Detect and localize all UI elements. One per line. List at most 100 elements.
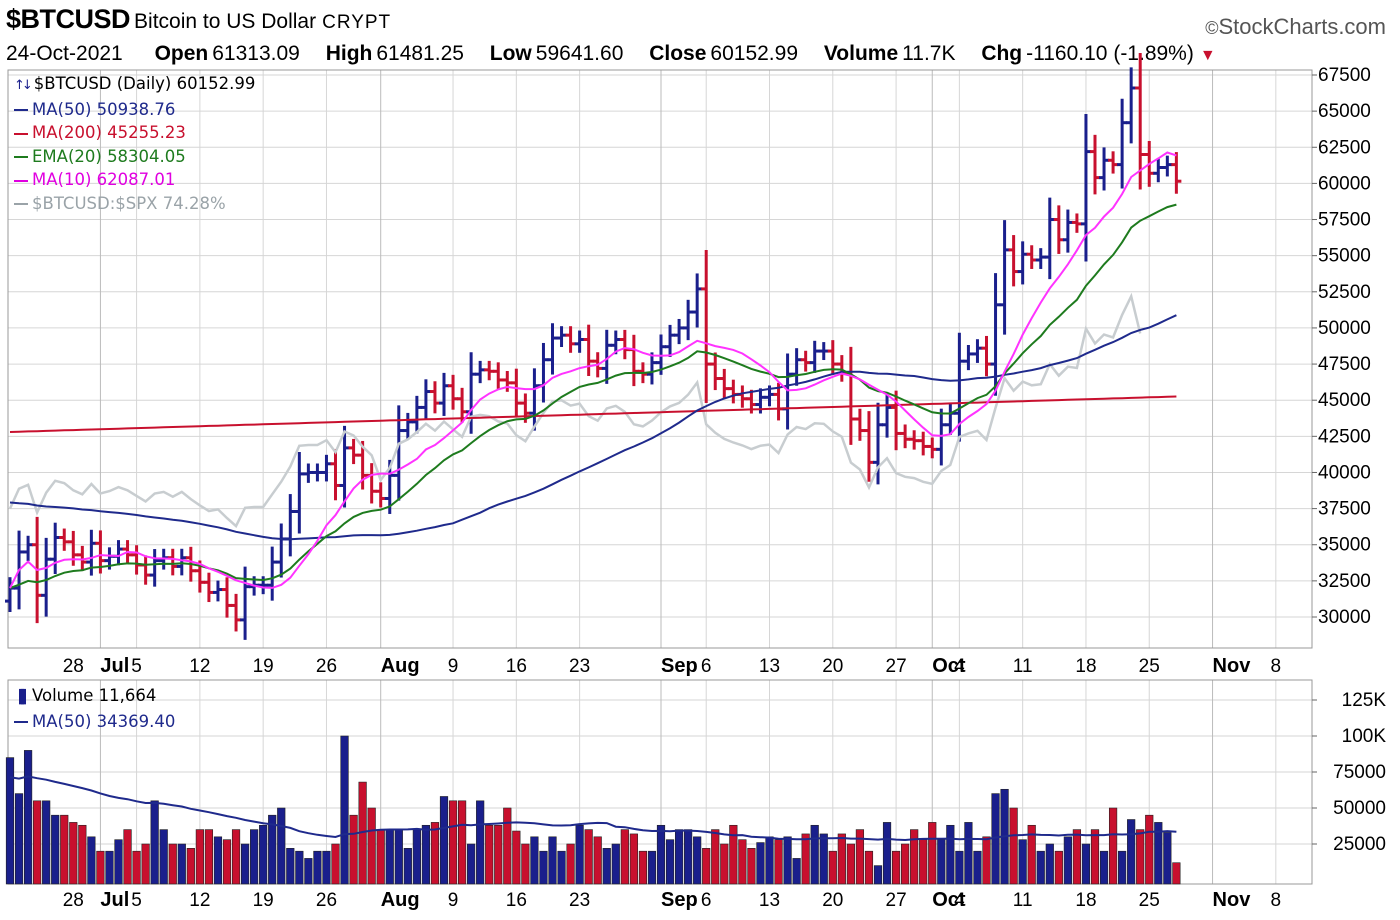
legend-swatch — [14, 109, 28, 112]
legend-label: $BTCUSD:$SPX 74.28% — [32, 193, 226, 213]
volume-bar — [575, 824, 584, 885]
volume-bar — [331, 843, 340, 885]
price-bar — [429, 381, 440, 414]
brand-name: StockCharts.com — [1218, 14, 1387, 39]
date-tick-label: Aug — [381, 889, 420, 911]
price-bar — [267, 546, 278, 601]
price-bar — [800, 350, 811, 372]
volume-bar — [78, 824, 87, 885]
volume-bar — [729, 824, 738, 885]
price-bar — [836, 355, 847, 382]
volume-bar — [430, 822, 440, 885]
volume-bar — [240, 843, 250, 885]
date-tick-label: 5 — [131, 656, 142, 677]
volume-value: 11.7K — [902, 42, 956, 65]
date-tick-label: 28 — [63, 656, 84, 677]
price-bar — [439, 372, 449, 416]
volume-bar — [638, 850, 648, 885]
volume-bar — [774, 839, 783, 885]
volume-bar — [485, 824, 494, 885]
volume-bar — [213, 836, 223, 885]
price-bar — [420, 379, 431, 420]
volume-bar — [259, 824, 268, 885]
price-bar — [321, 454, 332, 482]
date-tick-label: Jul — [100, 889, 129, 911]
price-legend: ↑↓ $BTCUSD (Daily) 60152.99 MA(50) 50938.7… — [14, 72, 255, 216]
price-bar — [646, 352, 657, 385]
date-tick-label: 11 — [1013, 656, 1033, 677]
price-bar — [674, 318, 685, 345]
volume-bar — [268, 814, 277, 885]
date-tick-label: Oct — [932, 655, 966, 677]
volume-bar — [684, 829, 693, 885]
price-bar — [565, 326, 576, 353]
price-bar — [1126, 67, 1137, 144]
price-bar — [782, 353, 793, 430]
date-tick-label: 8 — [1271, 656, 1282, 677]
volume-bar — [512, 830, 521, 885]
legend-item: ↑↓ $BTCUSD (Daily) 60152.99 — [14, 72, 255, 98]
volume-bar — [33, 800, 42, 885]
brand[interactable]: ©StockCharts.com — [1205, 14, 1386, 40]
volume-bar — [60, 814, 69, 885]
down-triangle-icon: ▼ — [1199, 47, 1216, 64]
price-bar — [845, 346, 856, 445]
price-tick-label: 42500 — [1318, 426, 1371, 447]
volume-bar — [177, 843, 186, 885]
price-bar — [448, 374, 459, 410]
volume-bar — [168, 843, 177, 885]
price-bar — [140, 555, 151, 585]
volume-bar — [439, 796, 449, 885]
legend-swatch — [14, 203, 28, 206]
volume-bar — [901, 843, 910, 885]
volume-bar — [349, 814, 358, 885]
volume-bar — [910, 829, 919, 885]
low-value: 59641.60 — [535, 42, 624, 65]
volume-bar — [340, 735, 349, 885]
volume-bar — [937, 839, 946, 885]
legend-swatch — [14, 721, 28, 724]
price-grid — [8, 70, 1312, 648]
volume-bar — [973, 850, 982, 885]
date-tick-label: 9 — [448, 890, 459, 911]
price-axis: 30000 32500 35000 37500 40000 42500 45000 47500… — [1312, 65, 1371, 628]
price-bar — [375, 482, 386, 508]
price-bar — [41, 537, 52, 617]
price-bar — [918, 431, 929, 456]
price-bar — [927, 437, 938, 459]
date-tick-label: 16 — [506, 890, 527, 911]
volume-bar — [476, 800, 485, 885]
date-tick-label: 25 — [1139, 890, 1160, 911]
price-bar — [511, 368, 522, 418]
volume-tick-label: 125K — [1342, 690, 1387, 711]
volume-bar — [765, 836, 774, 885]
date-tick-label: 25 — [1139, 656, 1160, 677]
symbol: $BTCUSD — [6, 4, 131, 34]
volume-bar — [955, 850, 964, 885]
price-bar — [203, 572, 214, 603]
volume-bar — [186, 848, 195, 885]
volume-bar — [521, 843, 530, 885]
price-bar — [1117, 98, 1128, 189]
price-bar — [981, 335, 992, 377]
volume-bar — [69, 822, 78, 885]
date-tick-label: 19 — [253, 890, 274, 911]
price-bar — [719, 368, 730, 399]
date-tick-label: 18 — [1075, 890, 1096, 911]
volume-bar — [702, 848, 711, 885]
volume-bar — [412, 829, 421, 885]
volume-bar — [23, 750, 33, 885]
price-tick-label: 52500 — [1318, 282, 1371, 303]
price-tick-label: 62500 — [1318, 137, 1371, 158]
volume-bar — [620, 829, 629, 885]
price-bar — [583, 324, 594, 376]
date-tick-label: 6 — [701, 656, 712, 677]
legend-item: MA(50) 34369.40 — [14, 710, 175, 734]
volume-bar — [846, 843, 855, 885]
volume-bar — [629, 833, 638, 885]
volume-bar — [855, 829, 865, 885]
price-bar — [619, 329, 630, 360]
volume-bar — [195, 829, 204, 885]
volume-bar — [150, 800, 159, 885]
volume-bar — [656, 824, 666, 885]
